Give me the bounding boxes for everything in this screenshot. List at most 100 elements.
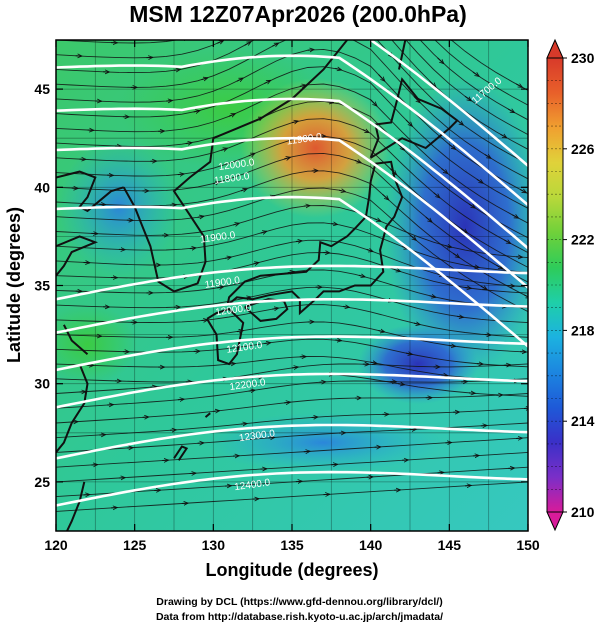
wind-arrow [452, 253, 459, 257]
wind-arrow [177, 174, 184, 175]
wind-arrow [189, 248, 196, 249]
colorbar-tick-label: 218 [571, 322, 595, 338]
x-tick-label: 135 [280, 537, 304, 553]
wind-arrow [299, 85, 306, 86]
x-tick-label: 140 [359, 537, 383, 553]
coast-segment [204, 412, 211, 418]
wind-arrow [476, 178, 483, 183]
wind-arrow [295, 241, 302, 242]
wind-arrow [480, 286, 487, 290]
streamline [56, 437, 528, 468]
wind-arrow [437, 57, 444, 64]
wind-arrow [327, 102, 333, 103]
streamline [56, 187, 528, 313]
wind-arrow [343, 36, 349, 38]
coast-segment [56, 363, 89, 454]
wind-arrow [460, 228, 467, 233]
wind-arrow [374, 219, 381, 222]
wind-arrow [472, 71, 479, 76]
wind-arrow [283, 157, 290, 159]
wind-arrow [398, 384, 404, 385]
coast-segment [56, 235, 99, 277]
y-axis-ticks: 25 30 35 40 45 [34, 81, 528, 490]
wind-arrow [331, 224, 337, 225]
streamline [56, 239, 528, 288]
wind-arrow [264, 343, 270, 344]
wind-arrow [225, 257, 231, 258]
streamline [56, 422, 528, 453]
contour-label: 12000.0 [215, 302, 253, 318]
coast-segment [66, 481, 86, 531]
wind-arrow [213, 411, 219, 412]
contour-label: 11900.0 [199, 230, 236, 246]
colorbar-extend-min [546, 511, 564, 532]
wind-arrow [508, 109, 514, 112]
wind-arrow [449, 345, 455, 346]
wind-arrow [523, 295, 528, 298]
mild-region-southwest [56, 304, 138, 385]
wind-arrow [433, 192, 440, 198]
height-contour [56, 54, 528, 207]
contour-label: 11900.0 [286, 132, 323, 148]
wind-arrow [389, 168, 396, 175]
wind-arrow [500, 134, 506, 138]
y-tick-label: 30 [34, 376, 50, 392]
streamline [56, 363, 528, 394]
wind-arrow [284, 402, 290, 403]
credit-line-1: Drawing by DCL (https://www.gfd-dennou.o… [156, 596, 443, 608]
height-contour [56, 335, 528, 372]
wind-arrow [291, 121, 298, 123]
wind-arrow [464, 288, 471, 289]
wind-arrow [232, 223, 239, 225]
wind-arrow [256, 116, 263, 120]
contour-label: 11800.0 [214, 171, 251, 187]
y-tick-label: 40 [34, 179, 50, 195]
height-contour [56, 298, 528, 334]
x-tick-label: 150 [516, 537, 540, 553]
wind-arrow [185, 143, 192, 144]
streamline [56, 481, 528, 512]
contour-label: 12300.0 [238, 428, 276, 444]
wind-arrow [445, 246, 451, 248]
wind-arrow [366, 249, 373, 251]
coast-segment [56, 170, 124, 213]
streamline [56, 304, 528, 338]
wind-arrow [496, 265, 503, 268]
wind-arrow [339, 190, 345, 191]
wind-arrow [173, 69, 180, 70]
wind-arrow [358, 275, 365, 277]
y-tick-label: 45 [34, 81, 50, 97]
wind-arrow [244, 42, 251, 46]
x-tick-label: 145 [438, 537, 462, 553]
cold-region-southeast [357, 324, 478, 405]
colorbar-tick-label: 210 [571, 504, 595, 520]
x-axis-label: Longitude (degrees) [205, 560, 378, 580]
wind-arrow [150, 387, 156, 388]
wind-arrow [370, 362, 377, 363]
wind-arrow [515, 84, 522, 87]
height-contour [368, 40, 528, 168]
wind-arrow [213, 182, 219, 184]
height-contour [56, 470, 528, 507]
wind-arrow [449, 144, 455, 149]
wind-arrow [221, 148, 227, 150]
wind-arrow [252, 262, 259, 264]
wind-arrow [166, 100, 172, 101]
wind-arrow [508, 286, 514, 287]
y-axis-label: Latitude (degrees) [4, 207, 24, 363]
contour-label: 12100.0 [226, 340, 264, 356]
wind-arrow [484, 335, 491, 336]
wind-arrow [201, 78, 208, 80]
wind-arrow [413, 323, 420, 324]
wind-arrow [287, 272, 294, 273]
x-tick-label: 120 [44, 537, 68, 553]
height-contour [56, 97, 528, 250]
wind-arrow [182, 38, 188, 39]
streamline [56, 356, 528, 383]
wind-arrow [397, 143, 404, 150]
streamline [56, 152, 528, 283]
wind-arrow [370, 99, 377, 106]
wind-arrow [240, 424, 247, 425]
y-tick-label: 25 [34, 474, 50, 490]
